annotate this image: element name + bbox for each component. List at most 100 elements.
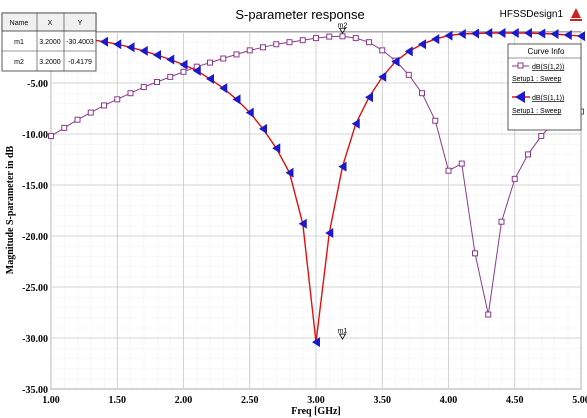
x-tick-label: 3.00 bbox=[307, 395, 325, 406]
x-tick-label: 1.00 bbox=[42, 395, 60, 406]
data-point bbox=[365, 92, 373, 103]
data-point bbox=[61, 124, 68, 131]
legend-marker-square-icon bbox=[517, 62, 524, 69]
data-point bbox=[312, 337, 320, 348]
data-point bbox=[180, 68, 187, 75]
data-point bbox=[524, 28, 532, 39]
data-point bbox=[246, 47, 253, 54]
data-point bbox=[485, 311, 492, 318]
legend-entry-s11: dB(S(1,1)) Setup1 : Sweep bbox=[512, 91, 564, 115]
data-point bbox=[326, 33, 333, 40]
data-point bbox=[351, 118, 360, 129]
data-point bbox=[233, 51, 240, 58]
markers-row2-name: m2 bbox=[14, 59, 24, 66]
y-axis-label: Magnitude S-parameter in dB bbox=[5, 145, 16, 274]
data-point bbox=[537, 28, 546, 39]
x-tick-label: 2.00 bbox=[175, 395, 193, 406]
data-point bbox=[538, 133, 545, 140]
data-point bbox=[484, 28, 493, 39]
data-point bbox=[550, 29, 559, 40]
markers-row2-x: 3.2000 bbox=[39, 59, 61, 66]
y-tick-label: -10.00 bbox=[22, 130, 48, 141]
markers-table: Name X Y m1 3.2000 -30.4003 m2 3.2000 -0… bbox=[1, 12, 97, 72]
marker-layer: m1 m2 bbox=[338, 22, 348, 340]
data-point bbox=[445, 167, 452, 174]
marker-label: m1 bbox=[338, 328, 348, 335]
x-tick-label: 5.00 bbox=[572, 395, 587, 406]
data-point bbox=[379, 47, 386, 54]
data-point bbox=[167, 73, 174, 80]
data-point bbox=[153, 49, 161, 60]
data-point bbox=[299, 37, 306, 44]
marker-pointer-icon bbox=[338, 333, 347, 340]
data-point bbox=[378, 71, 387, 82]
data-point bbox=[192, 65, 201, 76]
y-tick-label: -25.00 bbox=[22, 283, 48, 294]
data-point bbox=[366, 39, 372, 46]
x-tick-label: 2.50 bbox=[241, 395, 259, 406]
data-point bbox=[232, 94, 241, 105]
data-point bbox=[352, 35, 359, 42]
data-point bbox=[472, 250, 478, 257]
markers-header-x: X bbox=[48, 20, 53, 27]
data-point bbox=[471, 28, 479, 39]
legend: Curve Info dB(S(1,2)) Setup1 : Sweep dB(… bbox=[507, 43, 582, 131]
y-tick-label: -35.00 bbox=[22, 385, 48, 396]
markers-row1-y: -30.4003 bbox=[66, 39, 94, 46]
data-point bbox=[405, 71, 412, 78]
data-point bbox=[286, 39, 293, 46]
legend-sub-s11: Setup1 : Sweep bbox=[512, 108, 562, 115]
legend-label-s11: dB(S(1,1)) bbox=[532, 95, 564, 102]
y-tick-label: -5.00 bbox=[27, 79, 48, 90]
x-tick-label: 4.00 bbox=[440, 395, 458, 406]
data-point bbox=[577, 31, 585, 42]
data-point bbox=[418, 39, 426, 50]
data-point bbox=[431, 34, 440, 45]
data-point bbox=[391, 56, 400, 67]
y-axis-ticks: -5.00 -10.00 -15.00 -20.00 -25.00 -30.00 -35.0… bbox=[22, 79, 48, 396]
data-point bbox=[404, 46, 413, 57]
y-tick-label: -20.00 bbox=[22, 232, 48, 243]
y-tick-label: -30.00 bbox=[22, 334, 48, 345]
data-point bbox=[207, 59, 213, 66]
data-point bbox=[273, 41, 280, 48]
marker-pointer-icon bbox=[338, 27, 347, 35]
ansoft-logo-icon bbox=[570, 8, 582, 21]
chart-title: S-parameter response bbox=[235, 7, 364, 22]
data-point bbox=[313, 35, 319, 42]
data-point bbox=[457, 29, 466, 40]
x-axis-ticks: 1.00 1.50 2.00 2.50 3.00 3.50 4.00 4.50 5.00 bbox=[42, 395, 587, 406]
x-tick-label: 4.50 bbox=[506, 395, 524, 406]
data-point bbox=[510, 28, 519, 39]
legend-entry-s12: dB(S(1,2)) Setup1 : Sweep bbox=[512, 62, 564, 83]
data-point bbox=[113, 39, 122, 50]
design-name: HFSSDesign1 bbox=[500, 9, 564, 20]
data-point bbox=[259, 123, 267, 134]
data-point bbox=[325, 227, 334, 238]
data-point bbox=[272, 143, 281, 154]
data-point bbox=[179, 59, 188, 70]
legend-title: Curve Info bbox=[528, 47, 565, 56]
data-point bbox=[298, 218, 307, 229]
data-point bbox=[101, 102, 107, 109]
data-point bbox=[339, 33, 346, 40]
data-point bbox=[245, 107, 254, 118]
data-point bbox=[206, 73, 214, 84]
y-tick-label: -15.00 bbox=[22, 181, 48, 192]
data-point bbox=[87, 109, 94, 116]
data-point bbox=[432, 117, 439, 124]
data-point bbox=[511, 175, 518, 182]
markers-row1-x: 3.2000 bbox=[39, 39, 61, 46]
data-point bbox=[166, 54, 175, 65]
markers-row1-name: m1 bbox=[14, 39, 24, 46]
data-point bbox=[220, 55, 227, 62]
data-point bbox=[525, 151, 531, 158]
data-point bbox=[219, 83, 228, 94]
marker-label: m2 bbox=[338, 22, 348, 29]
data-point bbox=[154, 78, 160, 85]
data-point bbox=[140, 84, 147, 91]
data-point bbox=[139, 45, 148, 56]
data-point bbox=[48, 133, 54, 140]
markers-row2-y: -0.4179 bbox=[68, 59, 92, 66]
data-point bbox=[338, 161, 347, 172]
